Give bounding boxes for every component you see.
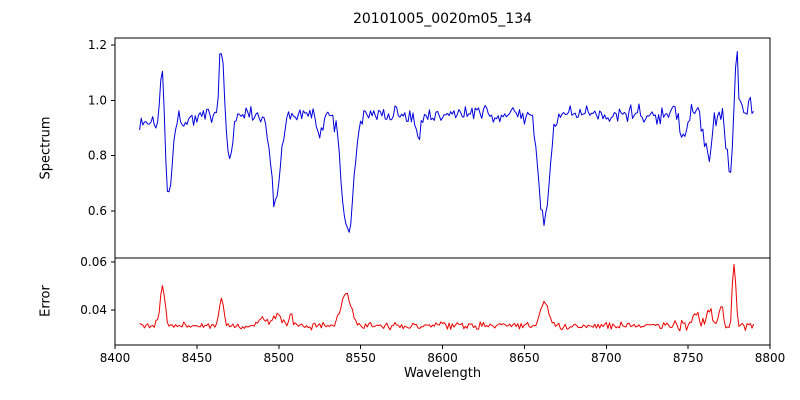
y-tick-label: 0.06 xyxy=(80,255,107,269)
x-tick-label: 8400 xyxy=(100,351,131,365)
x-tick-label: 8600 xyxy=(427,351,458,365)
x-tick-label: 8700 xyxy=(591,351,622,365)
x-tick-label: 8450 xyxy=(182,351,213,365)
x-tick-label: 8650 xyxy=(509,351,540,365)
x-tick-label: 8800 xyxy=(755,351,786,365)
y-tick-label: 0.04 xyxy=(80,303,107,317)
error-line xyxy=(139,263,755,332)
panel-border xyxy=(114,257,771,346)
y-tick-label: 1.2 xyxy=(88,38,107,52)
x-axis-label: Wavelength xyxy=(403,366,482,381)
x-tick-label: 8550 xyxy=(345,351,376,365)
chart-title: 20101005_0020m05_134 xyxy=(352,11,533,27)
x-tick-label: 8500 xyxy=(263,351,294,365)
y-tick-label: 0.8 xyxy=(88,149,107,163)
panel-border xyxy=(114,37,771,259)
y-tick-label: 0.6 xyxy=(88,204,107,218)
y-tick-label: 1.0 xyxy=(88,93,107,107)
x-tick-label: 8750 xyxy=(673,351,704,365)
spectrum-line xyxy=(139,51,755,233)
